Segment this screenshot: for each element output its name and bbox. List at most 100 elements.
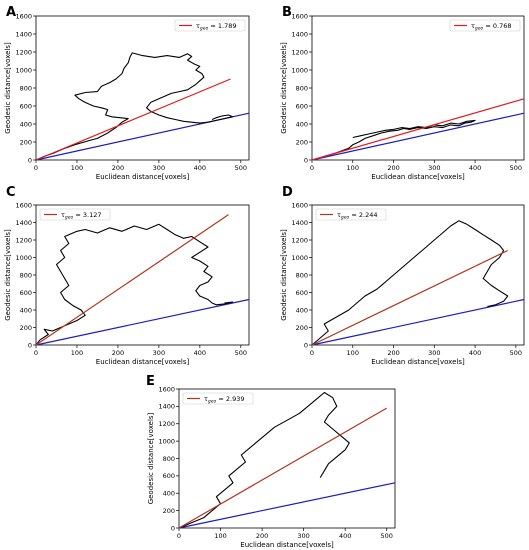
y-tick-label: 400 — [163, 490, 175, 498]
y-axis-label: Geodesic distance[voxels] — [280, 42, 288, 134]
x-axis-label: Euclidean distance[voxels] — [240, 541, 334, 549]
legend-label: τgeo = 3.127 — [61, 211, 102, 221]
geodesic-curve — [311, 220, 509, 346]
plot-frame — [35, 15, 250, 161]
panel-b: B 0 100 200 300 400 500 0 200 400 600 800 1000 1200 1… — [280, 5, 525, 181]
x-tick-label: 400 — [469, 349, 481, 357]
y-tick-label: 1400 — [158, 403, 175, 411]
y-tick-label: 1200 — [158, 420, 175, 428]
identity-line — [178, 482, 396, 529]
panel-d: D 0 100 200 300 400 500 0 200 400 600 800 1000 1200 1… — [280, 185, 525, 366]
plot-frame — [311, 15, 525, 161]
plot-frame — [311, 204, 525, 346]
fit-line — [35, 214, 229, 346]
legend-box — [174, 19, 246, 32]
y-tick-label: 200 — [20, 324, 32, 332]
x-tick-label: 400 — [194, 164, 206, 172]
x-tick-label: 100 — [71, 164, 83, 172]
legend-box — [182, 392, 254, 405]
y-axis-label: Geodesic distance[voxels] — [4, 42, 12, 134]
y-tick-label: 1200 — [291, 236, 308, 244]
y-tick-label: 1000 — [291, 254, 308, 262]
y-tick-label: 1400 — [291, 219, 308, 227]
x-tick-label: 200 — [112, 164, 124, 172]
x-tick-label: 0 — [34, 349, 38, 357]
identity-line — [35, 298, 250, 346]
geodesic-curve — [35, 223, 234, 346]
panel-letter-c: C — [6, 185, 16, 200]
y-tick-label: 1600 — [158, 385, 175, 393]
fit-line — [178, 407, 387, 529]
y-axis-label: Geodesic distance[voxels] — [4, 229, 12, 321]
x-axis-label: Euclidean distance[voxels] — [96, 358, 190, 366]
legend-box — [315, 208, 387, 221]
y-tick-label: 1400 — [291, 30, 308, 38]
x-tick-label: 100 — [214, 532, 226, 540]
y-tick-label: 0 — [171, 524, 175, 532]
y-tick-label: 400 — [296, 306, 308, 314]
identity-line — [311, 112, 525, 161]
x-tick-label: 0 — [34, 164, 38, 172]
identity-line — [311, 298, 525, 346]
x-tick-label: 300 — [428, 349, 440, 357]
legend-box — [39, 208, 111, 221]
panel-e: E 0 100 200 300 400 500 0 200 400 600 800 1000 1200 1… — [146, 374, 396, 549]
y-axis-label: Geodesic distance[voxels] — [147, 412, 155, 504]
geodesic-curve — [178, 391, 350, 529]
x-tick-label: 400 — [339, 532, 351, 540]
y-tick-label: 600 — [163, 472, 175, 480]
y-tick-label: 600 — [296, 289, 308, 297]
legend-box — [449, 19, 521, 32]
x-tick-label: 100 — [347, 164, 359, 172]
x-tick-label: 200 — [256, 532, 268, 540]
x-tick-label: 300 — [428, 164, 440, 172]
y-tick-label: 800 — [296, 84, 308, 92]
x-axis-label: Euclidean distance[voxels] — [96, 173, 190, 181]
x-tick-label: 300 — [297, 532, 309, 540]
x-tick-label: 400 — [469, 164, 481, 172]
y-tick-label: 800 — [20, 84, 32, 92]
y-tick-label: 400 — [296, 120, 308, 128]
fit-line — [311, 98, 525, 161]
x-axis-label: Euclidean distance[voxels] — [371, 173, 465, 181]
y-tick-label: 1000 — [291, 66, 308, 74]
panel-letter-e: E — [146, 374, 155, 389]
y-tick-label: 1200 — [291, 48, 308, 56]
panel-letter-a: A — [6, 5, 16, 20]
y-tick-label: 1200 — [15, 48, 32, 56]
x-tick-label: 500 — [510, 164, 522, 172]
y-tick-label: 1600 — [291, 201, 308, 209]
y-tick-label: 0 — [304, 156, 308, 164]
y-tick-label: 1600 — [15, 201, 32, 209]
y-tick-label: 0 — [304, 341, 308, 349]
legend-label: τgeo = 1.789 — [196, 22, 237, 32]
panel-letter-b: B — [282, 5, 292, 20]
plot-frame — [178, 388, 396, 529]
x-tick-label: 200 — [112, 349, 124, 357]
y-tick-label: 1600 — [15, 12, 32, 20]
x-tick-label: 500 — [235, 349, 247, 357]
x-tick-label: 500 — [235, 164, 247, 172]
y-tick-label: 1000 — [158, 437, 175, 445]
y-tick-label: 600 — [20, 102, 32, 110]
panel-a: A 0 100 200 300 400 500 0 200 400 600 800 1000 1200 1… — [4, 5, 250, 181]
x-tick-label: 0 — [177, 532, 181, 540]
x-tick-label: 0 — [310, 349, 314, 357]
y-tick-label: 1000 — [15, 254, 32, 262]
y-axis-label: Geodesic distance[voxels] — [280, 229, 288, 321]
x-axis-label: Euclidean distance[voxels] — [371, 358, 465, 366]
y-tick-label: 400 — [20, 306, 32, 314]
y-tick-label: 200 — [296, 138, 308, 146]
geodesic-curve — [311, 119, 476, 161]
y-tick-label: 0 — [28, 156, 32, 164]
x-tick-label: 100 — [71, 349, 83, 357]
y-tick-label: 800 — [163, 455, 175, 463]
legend-label: τgeo = 2.939 — [204, 395, 245, 405]
y-tick-label: 1000 — [15, 66, 32, 74]
x-tick-label: 400 — [194, 349, 206, 357]
y-tick-label: 200 — [296, 324, 308, 332]
panel-c: C 0 100 200 300 400 500 0 200 400 600 800 1000 1200 1… — [4, 185, 250, 366]
x-tick-label: 0 — [310, 164, 314, 172]
fit-line — [311, 249, 508, 346]
